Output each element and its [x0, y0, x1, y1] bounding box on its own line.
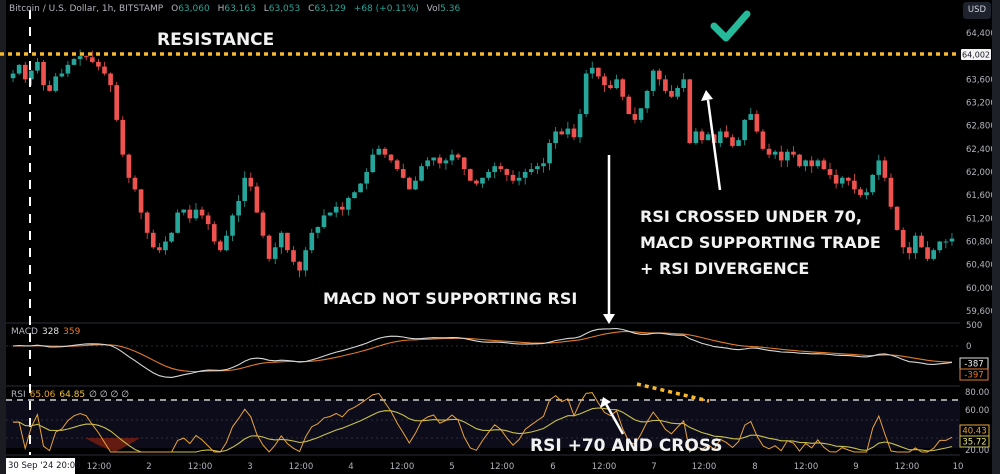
svg-text:59,600: 59,600	[966, 307, 996, 317]
annotation-line-1: RSI CROSSED UNDER 70,	[640, 207, 862, 226]
symbol-legend: Bitcoin / U.S. Dollar, 1h, BITSTAMP O63,…	[9, 4, 460, 14]
macd-legend[interactable]: MACD 328 359	[11, 327, 80, 337]
svg-text:61,600: 61,600	[966, 191, 996, 201]
rsi-axis-80: 80.00	[965, 388, 989, 398]
annotation-line-2: MACD SUPPORTING TRADE	[640, 233, 881, 252]
svg-text:9: 9	[853, 462, 858, 472]
svg-text:12:00: 12:00	[692, 462, 717, 472]
signal-last-tag	[959, 368, 989, 381]
svg-text:60,400: 60,400	[966, 261, 996, 271]
signal-last-value: -397	[964, 371, 983, 381]
high-label: H	[217, 4, 225, 14]
svg-text:62,000: 62,000	[966, 168, 996, 178]
open-value: 63,060	[178, 4, 210, 14]
macd-name: MACD	[11, 327, 38, 337]
svg-text:62,400: 62,400	[966, 145, 996, 155]
svg-text:63,600: 63,600	[966, 75, 996, 85]
svg-text:60,800: 60,800	[966, 238, 996, 248]
macd-line	[12, 327, 953, 378]
rsi-last-tag	[959, 435, 990, 448]
annotation-rsi-crossed: RSI CROSSED UNDER 70, MACD SUPPORTING TR…	[640, 204, 881, 282]
svg-text:3: 3	[247, 462, 252, 472]
time-axis[interactable]: 12:00 2 12:00 3 12:00 4 12:00 5 12:00 6 12:00 7 12:0…	[87, 462, 964, 472]
rsi-axis-20: 20.00	[965, 446, 989, 456]
svg-text:4: 4	[348, 462, 353, 472]
svg-text:7: 7	[651, 462, 656, 472]
svg-text:12:00: 12:00	[794, 462, 819, 472]
selected-date-label: 30 Sep '24 20:00	[6, 458, 81, 474]
annotation-macd-not-supporting: MACD NOT SUPPORTING RSI	[323, 289, 578, 308]
rsi-oversold-fill	[85, 438, 140, 452]
rsi-last-value: 35.72	[962, 438, 986, 448]
svg-text:10: 10	[953, 462, 964, 472]
svg-text:12:00: 12:00	[592, 462, 617, 472]
svg-text:64,400: 64,400	[966, 29, 996, 39]
rsi-line	[13, 392, 953, 453]
left-toolbar-edge	[0, 0, 6, 474]
svg-text:8: 8	[752, 462, 757, 472]
svg-text:12:00: 12:00	[490, 462, 515, 472]
change-value: +68 (+0.11%)	[353, 4, 419, 14]
macd-signal-line	[12, 331, 953, 373]
svg-text:12:00: 12:00	[895, 462, 920, 472]
macd-axis-500: 500	[966, 321, 982, 331]
arrow-up-rsi-cross	[701, 90, 722, 191]
svg-text:12:00: 12:00	[390, 462, 415, 472]
rsi-ma-last-value: 40.43	[962, 427, 986, 437]
svg-text:62,800: 62,800	[966, 122, 996, 132]
arrow-up-rsi-70	[600, 397, 625, 435]
svg-text:2: 2	[146, 462, 151, 472]
macd-axis-0: 0	[966, 342, 971, 352]
svg-text:60,000: 60,000	[966, 284, 996, 294]
macd-value: 328	[41, 327, 60, 337]
svg-text:6: 6	[550, 462, 555, 472]
volume-label: Vol	[426, 4, 441, 14]
candlestick-series	[10, 49, 955, 278]
volume-value: 5.36	[440, 4, 461, 14]
rsi-divergence-line	[636, 382, 710, 403]
close-value: 63,129	[314, 4, 346, 14]
open-label: O	[171, 4, 179, 14]
rsi-ma-value: 64.85	[59, 390, 86, 400]
price-axis[interactable]: 64,400 63,600 63,200 62,800 62,400 62,000 61,6…	[966, 29, 996, 317]
rsi-axis-60: 60.00	[965, 406, 989, 416]
arrow-down-macd	[603, 155, 615, 324]
svg-text:12:00: 12:00	[289, 462, 314, 472]
resistance-price-label: 64,002	[962, 51, 990, 60]
rsi-extra-values: ∅ ∅ ∅ ∅	[89, 390, 130, 400]
annotation-resistance: RESISTANCE	[157, 30, 275, 50]
checkmark-icon	[710, 10, 751, 42]
svg-text:12:00: 12:00	[87, 462, 112, 472]
rsi-name: RSI	[11, 390, 26, 400]
svg-text:61,200: 61,200	[966, 214, 996, 224]
svg-text:5: 5	[449, 462, 454, 472]
annotation-rsi-70-cross: RSI +70 AND CROSS	[530, 436, 723, 456]
right-scrollbar[interactable]	[992, 0, 1000, 474]
currency-button[interactable]: USD	[963, 2, 991, 19]
svg-text:63,200: 63,200	[966, 99, 996, 109]
symbol-title[interactable]: Bitcoin / U.S. Dollar, 1h, BITSTAMP	[9, 4, 164, 14]
annotation-line-3: + RSI DIVERGENCE	[640, 259, 810, 278]
macd-last-value: -387	[964, 360, 983, 370]
rsi-value: 65.06	[29, 390, 56, 400]
resistance-price-tag	[961, 49, 991, 60]
low-label: L	[263, 4, 269, 14]
macd-signal-value: 359	[63, 327, 81, 337]
svg-text:12:00: 12:00	[188, 462, 213, 472]
high-value: 63,163	[224, 4, 256, 14]
rsi-legend[interactable]: RSI 65.06 64.85 ∅ ∅ ∅ ∅	[11, 390, 129, 400]
close-label: C	[308, 4, 315, 14]
low-value: 63,053	[268, 4, 301, 14]
